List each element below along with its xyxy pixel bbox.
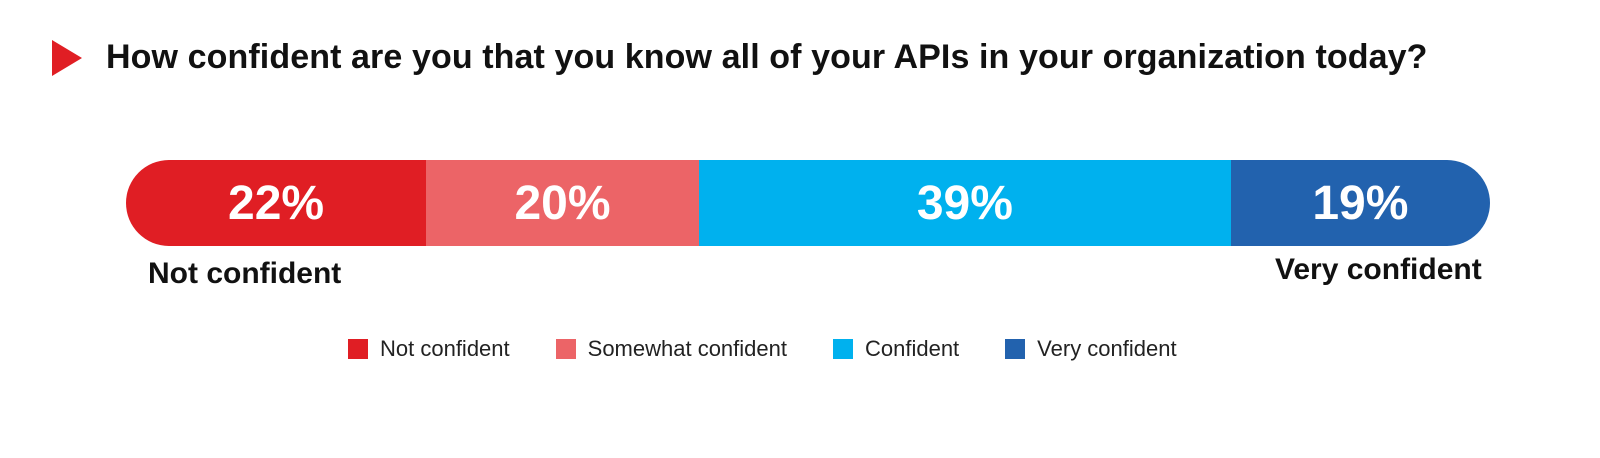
legend-label: Not confident bbox=[380, 336, 510, 361]
title-row: How confident are you that you know all … bbox=[52, 38, 1428, 77]
stacked-bar: 22% 20% 39% 19% bbox=[126, 160, 1490, 246]
scale-label-right: Very confident bbox=[1275, 253, 1482, 286]
legend-item: Somewhat confident bbox=[555, 336, 787, 362]
legend-label: Confident bbox=[864, 336, 960, 361]
legend-swatch bbox=[555, 339, 576, 359]
data-label: 19% bbox=[1312, 176, 1409, 230]
data-label: 39% bbox=[916, 176, 1013, 230]
legend-swatch bbox=[832, 339, 853, 359]
legend-item: Not confident bbox=[348, 336, 510, 362]
bar-segment-not-confident: 22% bbox=[126, 160, 427, 246]
scale-label-left: Not confident bbox=[148, 257, 342, 290]
bar-segment-very-confident: 19% bbox=[1230, 160, 1490, 246]
legend-swatch bbox=[1005, 339, 1026, 359]
chart-title: How confident are you that you know all … bbox=[106, 38, 1428, 76]
play-triangle-icon bbox=[52, 39, 82, 76]
bar-segment-confident: 39% bbox=[698, 160, 1231, 246]
legend-label: Very confident bbox=[1037, 336, 1177, 361]
legend-label: Somewhat confident bbox=[587, 336, 787, 361]
data-label: 22% bbox=[228, 176, 325, 230]
legend-item: Very confident bbox=[1005, 336, 1177, 362]
legend-item: Confident bbox=[832, 336, 960, 362]
legend-swatch bbox=[348, 339, 368, 359]
bar-segment-somewhat-confident: 20% bbox=[426, 160, 699, 246]
legend: Not confident Somewhat confident Confident… bbox=[348, 336, 1177, 362]
data-label: 20% bbox=[514, 176, 611, 230]
